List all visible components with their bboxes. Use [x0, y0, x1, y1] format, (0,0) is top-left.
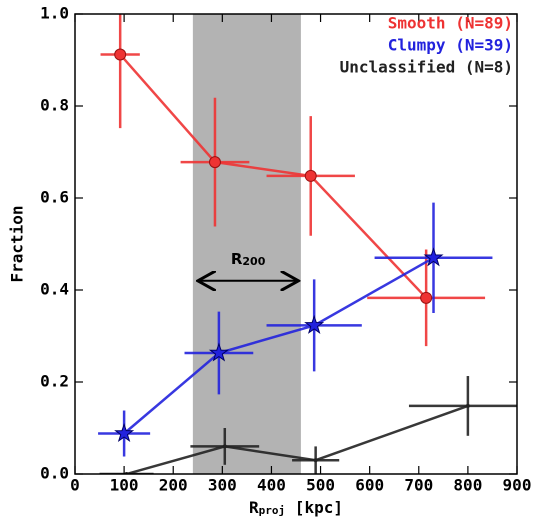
- point: [114, 48, 127, 61]
- point: [465, 403, 470, 408]
- point: [208, 156, 221, 169]
- y-tick-label: 0.8: [40, 96, 69, 115]
- x-tick-label: 300: [208, 476, 237, 495]
- series-line: [119, 53, 428, 299]
- point: [420, 291, 433, 304]
- frame: [74, 13, 518, 475]
- y-tick-label: 0.2: [40, 372, 69, 391]
- series-line: [123, 256, 435, 435]
- r200-sub: 200: [242, 255, 265, 268]
- point: [208, 342, 229, 362]
- x-tick-label: 800: [453, 476, 482, 495]
- series-line: [126, 404, 469, 474]
- y-tick-label: 0.6: [40, 188, 69, 207]
- point: [304, 314, 325, 334]
- y-axis-label: Fraction: [8, 205, 27, 282]
- x-tick-label: 0: [70, 476, 80, 495]
- legend-entry: Smooth (N=89): [388, 14, 513, 33]
- legend-entry: Unclassified (N=8): [340, 58, 513, 77]
- r200-band: [192, 14, 301, 474]
- point: [222, 444, 227, 449]
- point: [423, 247, 444, 267]
- y-tick-label: 0.4: [40, 280, 69, 299]
- x-tick-label: 100: [110, 476, 139, 495]
- r200-text: R: [231, 249, 243, 267]
- y-tick-label: 1.0: [40, 4, 69, 23]
- plot-area: [98, 14, 517, 474]
- legend-entry: Clumpy (N=39): [388, 36, 513, 55]
- r200-label: R200: [231, 249, 266, 268]
- x-tick-label: 900: [503, 476, 532, 495]
- x-tick-label: 600: [355, 476, 384, 495]
- x-tick-label: 200: [159, 476, 188, 495]
- x-tick-label: 500: [306, 476, 335, 495]
- x-tick-label: 400: [257, 476, 286, 495]
- point: [304, 169, 317, 182]
- y-tick-label: 0.0: [40, 464, 69, 483]
- x-tick-label: 700: [404, 476, 433, 495]
- point: [313, 458, 318, 463]
- point: [114, 422, 135, 443]
- x-axis-label: Rproj [kpc]: [249, 498, 343, 518]
